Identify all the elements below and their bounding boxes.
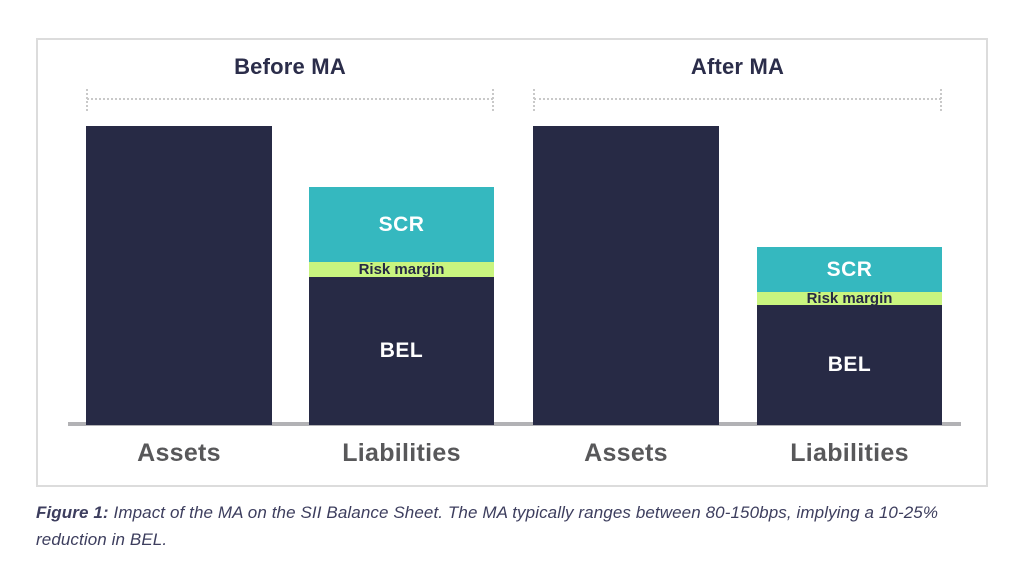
axis-label-assets: Assets [137, 439, 221, 467]
segment-risk-margin: Risk margin [309, 262, 494, 277]
assets-bar [533, 126, 719, 425]
bracket-left-tick [533, 89, 535, 111]
liabilities-bar: SCR Risk margin BEL [309, 187, 494, 425]
segment-bel: BEL [757, 305, 942, 425]
segment-bel: BEL [309, 277, 494, 425]
segment-scr-label: SCR [826, 257, 873, 281]
segment-bel-label: BEL [827, 353, 872, 376]
axis-label-liabilities: Liabilities [342, 439, 461, 467]
axis-label-liabilities: Liabilities [790, 439, 909, 467]
panel-after-ma: After MA SCR Risk margin BEL Assets Liabiliti… [533, 40, 942, 485]
x-axis-line [68, 422, 961, 426]
bracket-right-tick [492, 89, 494, 111]
panel-before-ma: Before MA SCR Risk margin BEL Assets Liabilit… [86, 40, 494, 485]
segment-risk-margin-label: Risk margin [806, 290, 893, 307]
liabilities-bar: SCR Risk margin BEL [757, 247, 942, 425]
segment-risk-margin-label: Risk margin [358, 261, 445, 278]
range-bracket [86, 89, 494, 111]
axis-label-assets: Assets [584, 439, 668, 467]
segment-risk-margin: Risk margin [757, 290, 942, 307]
assets-bar [86, 126, 272, 425]
panel-title-before-ma: Before MA [234, 54, 346, 79]
range-bracket [533, 89, 942, 111]
bracket-right-tick [940, 89, 942, 111]
figure-caption-label: Figure 1: [36, 503, 109, 522]
segment-scr: SCR [757, 247, 942, 292]
figure-caption: Figure 1: Impact of the MA on the SII Ba… [36, 499, 990, 553]
segment-scr: SCR [309, 187, 494, 262]
panel-title-after-ma: After MA [690, 54, 785, 79]
chart-card: Before MA SCR Risk margin BEL Assets Liabilit… [36, 38, 988, 487]
figure-caption-text: Impact of the MA on the SII Balance Shee… [36, 503, 939, 550]
segment-bel-label: BEL [379, 339, 424, 362]
segment-scr-label: SCR [378, 212, 425, 236]
bracket-left-tick [86, 89, 88, 111]
